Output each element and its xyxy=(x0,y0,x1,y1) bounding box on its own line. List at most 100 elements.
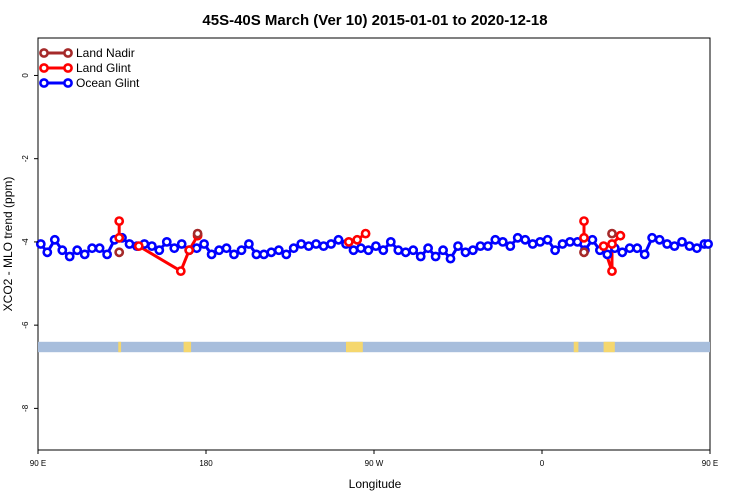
ocean-glint-point-69 xyxy=(550,245,560,256)
ocean-glint-point-72 xyxy=(572,236,583,247)
land-glint-seg-4-point-1 xyxy=(607,266,617,276)
land-nadir-point-0 xyxy=(114,247,125,258)
ocean-glint-point-5 xyxy=(72,245,83,256)
ocean-glint-point-56 xyxy=(453,241,463,251)
ocean-glint-point-78 xyxy=(617,247,628,258)
ocean-glint-point-74 xyxy=(587,234,598,245)
land-nadir-point-1 xyxy=(192,228,203,239)
ocean-glint-point-21 xyxy=(191,243,202,254)
ocean-glint-point-8 xyxy=(94,243,105,254)
ocean-glint-point-22 xyxy=(199,239,209,249)
ocean-glint-point-32 xyxy=(273,245,284,256)
ocean-glint-point-23 xyxy=(206,249,217,260)
land-nadir-point-2 xyxy=(579,247,589,258)
ocean-glint-point-70 xyxy=(557,239,568,249)
land-glint-seg-1-point-1 xyxy=(175,266,186,276)
ocean-glint-point-2 xyxy=(49,234,60,245)
legend-label-0: Land Nadir xyxy=(76,46,135,60)
ocean-glint-point-51 xyxy=(415,251,426,262)
ocean-glint-point-50 xyxy=(408,245,419,256)
ocean-glint-point-17 xyxy=(161,236,172,247)
ocean-glint-point-60 xyxy=(482,241,493,251)
legend-marker-left-2 xyxy=(39,78,49,88)
ocean-glint-point-82 xyxy=(647,232,657,243)
ocean-glint-point-7 xyxy=(87,243,97,254)
ocean-glint-point-29 xyxy=(251,249,262,260)
ocean-glint-point-44 xyxy=(363,245,374,256)
ocean-glint-point-63 xyxy=(505,241,516,251)
ocean-glint-point-39 xyxy=(326,239,336,249)
ocean-glint-point-47 xyxy=(385,236,396,247)
ocean-glint-point-54 xyxy=(438,245,448,256)
land-band-0 xyxy=(118,341,122,353)
ocean-glint-point-65 xyxy=(520,234,531,245)
land-glint-seg-1-point-2 xyxy=(184,245,195,256)
ocean-glint-point-43 xyxy=(355,243,366,254)
ocean-glint-point-59 xyxy=(475,241,486,251)
y-tick-label-0: 0 xyxy=(21,73,30,78)
ocean-glint-point-31 xyxy=(266,247,277,258)
y-tick-label-2: -4 xyxy=(21,238,30,246)
ocean-glint-point-18 xyxy=(169,243,180,254)
ocean-glint-point-0 xyxy=(35,239,46,249)
legend-label-2: Ocean Glint xyxy=(76,76,140,90)
ocean-glint-point-85 xyxy=(669,241,680,251)
ocean-glint-point-58 xyxy=(467,245,478,256)
land-glint-seg-2-point-1 xyxy=(352,234,363,245)
chart-title: 45S-40S March (Ver 10) 2015-01-01 to 202… xyxy=(202,12,547,29)
y-axis-label: XCO2 - MLO trend (ppm) xyxy=(1,177,15,312)
ocean-glint-point-61 xyxy=(490,234,501,245)
ocean-glint-point-80 xyxy=(632,243,643,254)
legend-marker-right-0 xyxy=(63,48,73,58)
ocean-glint-point-90 xyxy=(703,239,713,249)
ocean-glint-point-45 xyxy=(370,241,381,251)
ocean-glint-point-52 xyxy=(423,243,433,254)
ocean-glint-point-40 xyxy=(333,234,344,245)
land-glint-seg-1-line xyxy=(138,234,199,274)
land-glint-seg-1-point-0 xyxy=(133,241,144,251)
x-tick-label-3: 0 xyxy=(540,459,545,468)
land-glint-seg-3-point-1 xyxy=(579,232,589,243)
ocean-glint-point-49 xyxy=(400,247,411,258)
ocean-glint-point-88 xyxy=(692,243,702,254)
axes: 90 E 180 90 W 0 90 E 0 -2 -4 -6 -8 xyxy=(21,73,718,468)
series-layer xyxy=(35,216,713,276)
ocean-glint-point-3 xyxy=(57,245,68,256)
ocean-glint-point-24 xyxy=(214,245,224,256)
ocean-glint-point-26 xyxy=(229,249,239,260)
land-ocean-strip xyxy=(38,341,710,353)
ocean-glint-point-9 xyxy=(102,249,112,260)
ocean-glint-point-27 xyxy=(236,245,247,256)
ocean-glint-point-16 xyxy=(154,245,165,256)
land-nadir-point-3 xyxy=(607,228,617,239)
ocean-glint-point-46 xyxy=(378,245,389,256)
legend-label-1: Land Glint xyxy=(76,61,131,75)
ocean-glint-point-15 xyxy=(146,241,157,251)
ocean-glint-point-35 xyxy=(296,239,307,249)
land-glint-seg-3-point-0 xyxy=(579,216,589,226)
legend-marker-right-1 xyxy=(63,63,73,73)
ocean-glint-point-64 xyxy=(512,232,523,243)
land-glint-seg-2-point-0 xyxy=(343,236,354,247)
x-tick-label-2: 90 W xyxy=(365,459,384,468)
ocean-glint-point-33 xyxy=(281,249,292,260)
ocean-glint-point-79 xyxy=(624,243,635,254)
land-glint-seg-4-point-3 xyxy=(615,230,626,241)
legend-marker-left-0 xyxy=(39,48,49,58)
y-tick-label-4: -8 xyxy=(21,404,30,412)
ocean-glint-point-6 xyxy=(79,249,90,260)
ocean-glint-point-81 xyxy=(639,249,650,260)
ocean-glint-point-68 xyxy=(542,234,553,245)
legend-marker-right-2 xyxy=(63,78,73,88)
ocean-glint-point-1 xyxy=(42,247,53,258)
land-glint-seg-4-point-0 xyxy=(598,241,609,251)
land-band-1 xyxy=(183,341,192,353)
ocean-glint-point-34 xyxy=(288,243,299,254)
ocean-glint-point-55 xyxy=(445,253,456,264)
ocean-glint-point-67 xyxy=(535,236,545,247)
ocean-glint-point-37 xyxy=(311,239,321,249)
y-tick-label-3: -6 xyxy=(21,321,30,329)
ocean-glint-point-28 xyxy=(243,239,254,249)
